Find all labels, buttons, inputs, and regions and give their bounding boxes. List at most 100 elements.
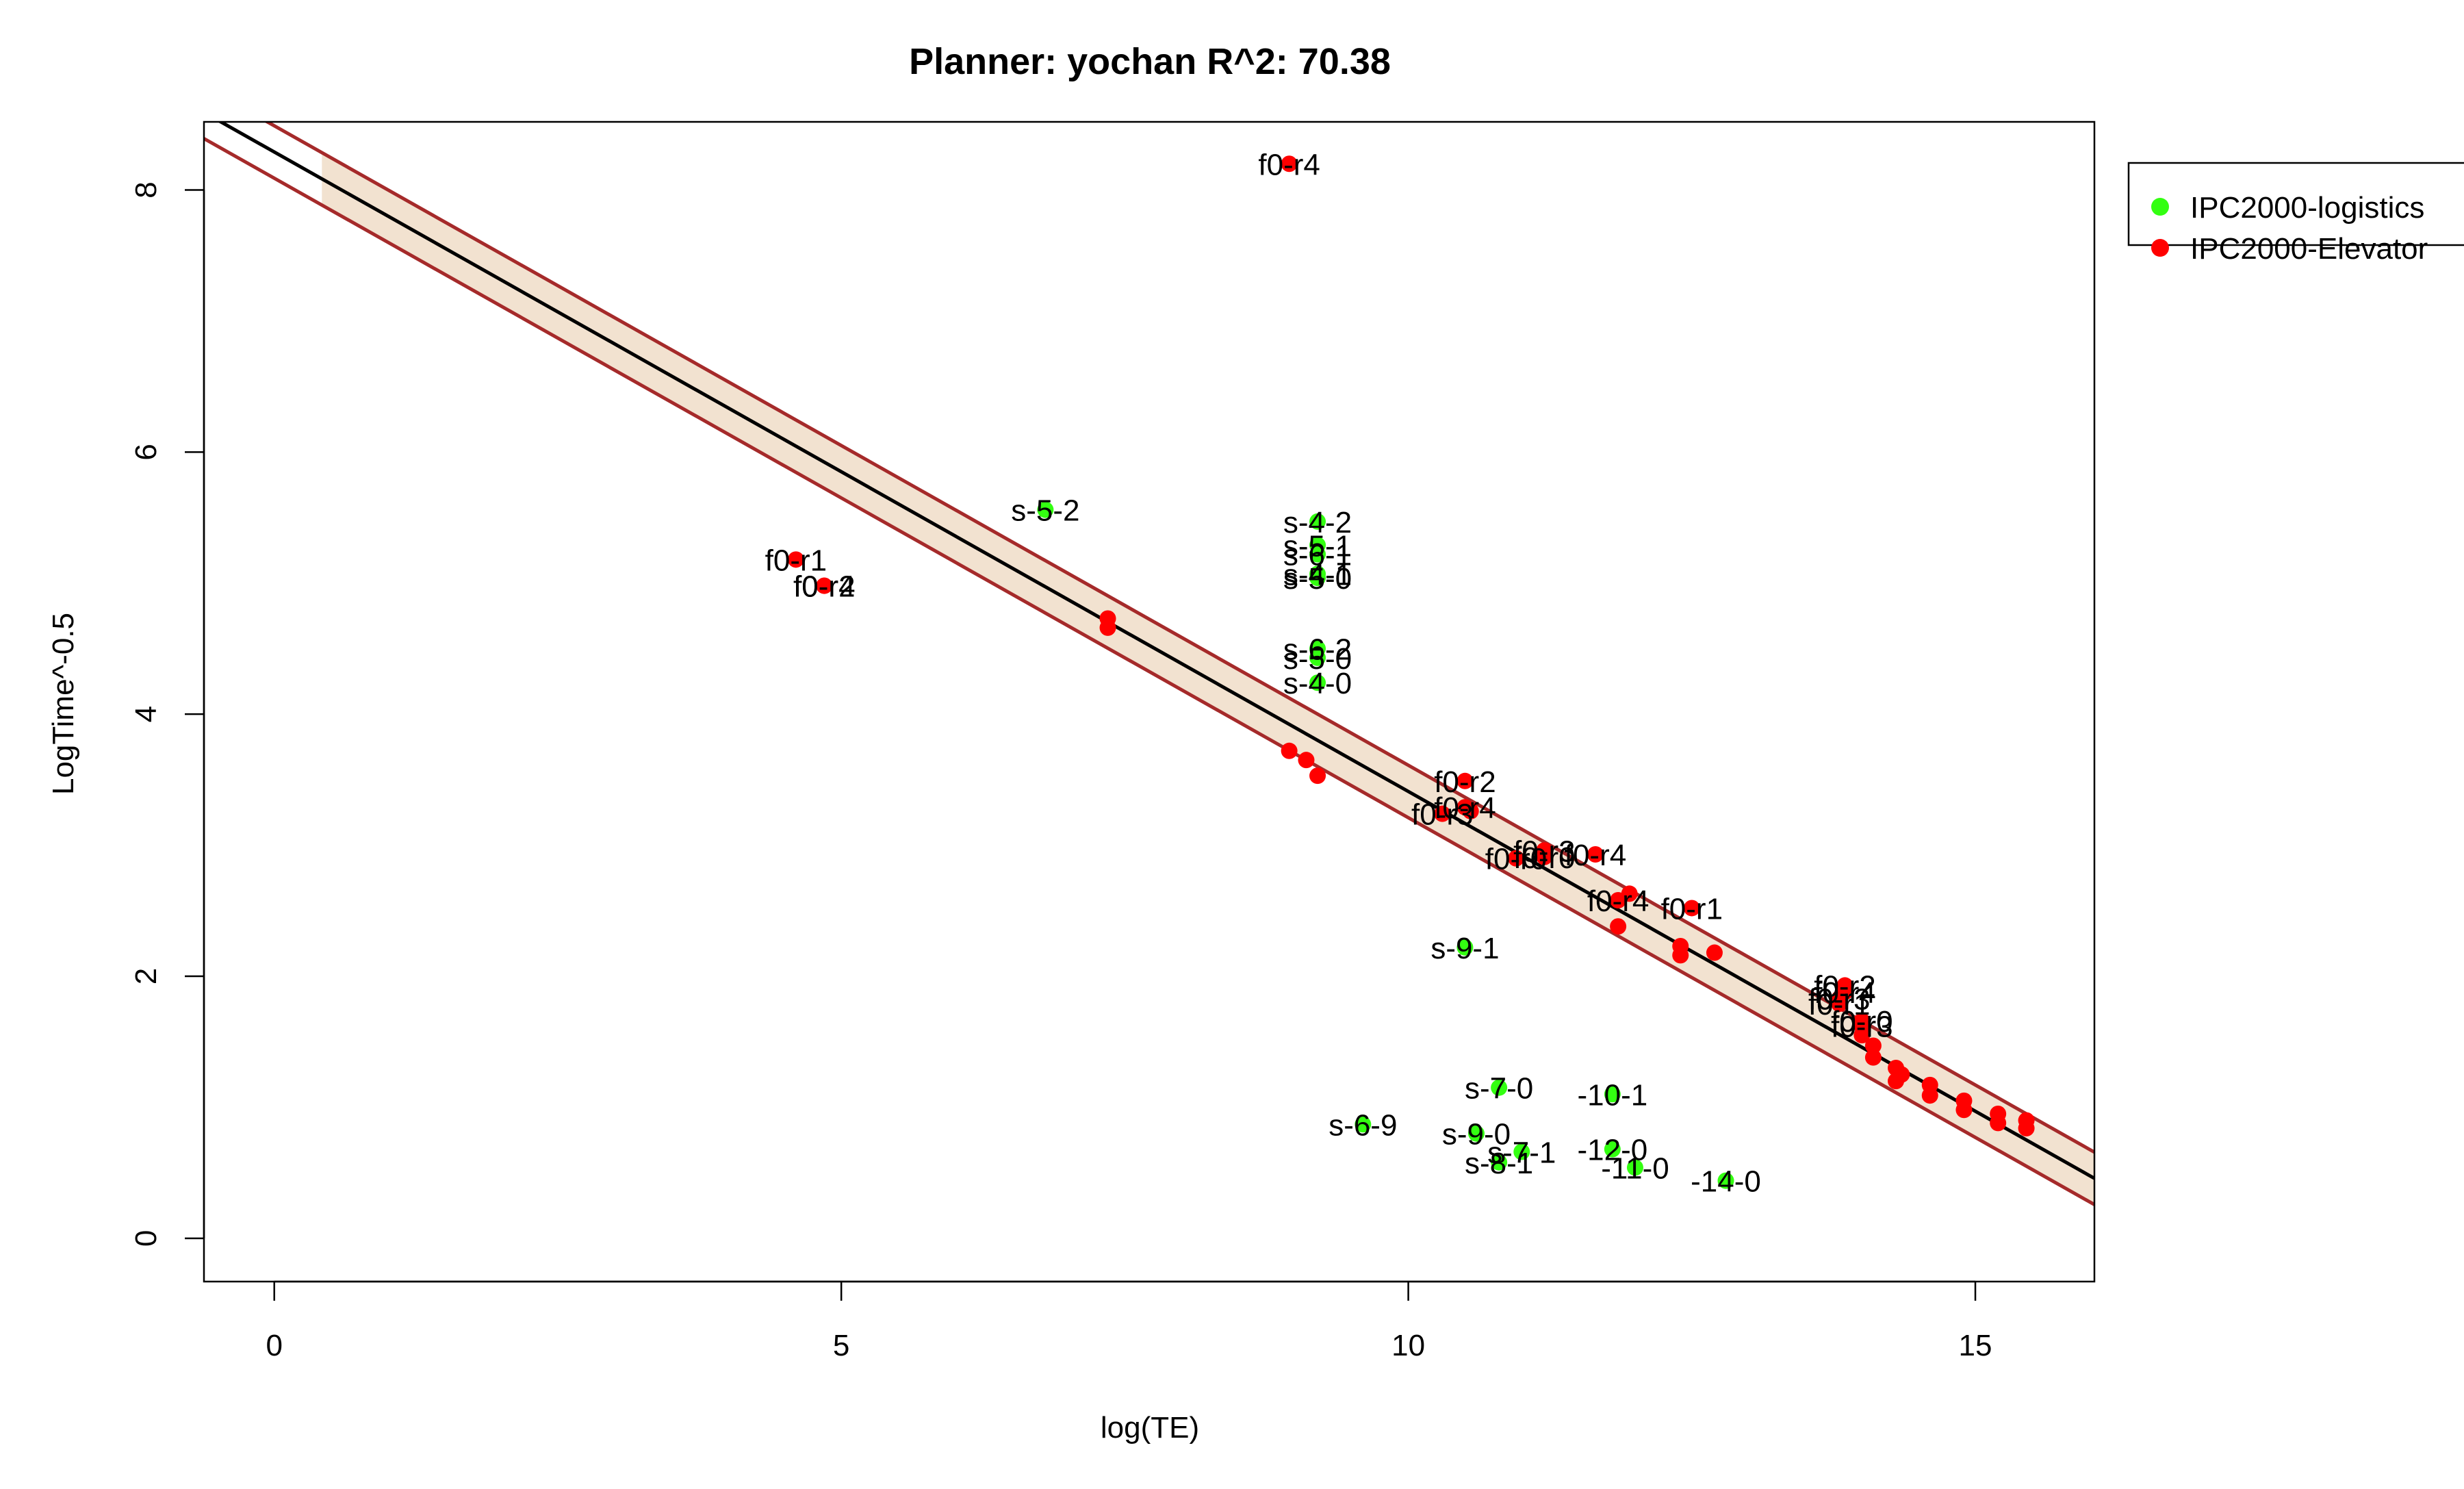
point-label: -11-0: [1601, 1151, 1669, 1185]
data-point-logistics: [1604, 1086, 1621, 1103]
point-label: s-6-9: [1329, 1108, 1397, 1142]
point-label: s-5-0: [1283, 562, 1352, 596]
y-tick-label: 4: [129, 706, 163, 722]
x-tick-label: 5: [833, 1329, 849, 1362]
data-point-elevator: [1864, 1037, 1882, 1054]
data-point-logistics: [1513, 1143, 1530, 1160]
data-point-logistics: [1604, 1141, 1621, 1158]
point-label: f0-r1: [1661, 892, 1723, 926]
x-tick-label: 15: [1959, 1329, 1992, 1362]
data-point-elevator: [1610, 918, 1627, 935]
lower-band-line: [204, 137, 2094, 1206]
point-labels: s-5-2 s-4-2s-5-1s-6-1s-4-1s-5-0s-6-2s-5-0…: [765, 148, 1893, 1198]
data-point-elevator: [1672, 947, 1689, 964]
chart-title: Planner: yochan R^2: 70.38: [909, 41, 1391, 82]
legend: IPC2000-logistics IPC2000-Elevator: [2127, 162, 2464, 266]
data-point-logistics: [1309, 546, 1326, 563]
y-axis: 0 2 4 6 8: [129, 181, 205, 1247]
data-point-elevator: [1888, 1073, 1905, 1090]
data-point-elevator: [1921, 1087, 1938, 1104]
point-label: f0-r2: [793, 570, 855, 604]
data-point-elevator: [1434, 805, 1451, 822]
data-point-elevator: [1621, 885, 1638, 902]
y-tick-label: 2: [129, 968, 163, 984]
data-point-logistics: [1468, 1125, 1485, 1142]
data-point-logistics: [1309, 649, 1326, 666]
data-point-elevator: [2018, 1120, 2035, 1137]
point-label: s-6-1: [1283, 539, 1352, 572]
point-label: s-6-2: [1283, 633, 1352, 666]
data-point-elevator: [1831, 995, 1848, 1013]
data-point-elevator: [1281, 155, 1298, 173]
data-point-logistics: [1037, 501, 1054, 518]
point-label: f0-r4: [1434, 791, 1496, 825]
point-label: s-9-0: [1442, 1118, 1511, 1151]
point-label: f0-r4: [1814, 976, 1875, 1010]
y-axis-label: LogTime^-0.5: [47, 613, 80, 795]
point-label: s-5-0: [1283, 642, 1352, 676]
data-point-elevator: [816, 577, 833, 594]
y-tick-label: 8: [129, 181, 163, 198]
data-point-logistics: [1717, 1172, 1734, 1189]
y-tick-label: 0: [129, 1230, 163, 1247]
upper-band-line: [264, 122, 2094, 1154]
point-label: -10-1: [1577, 1078, 1647, 1112]
point-label: s-4-2: [1283, 506, 1352, 539]
data-point-elevator: [1955, 1102, 1973, 1119]
x-tick-label: 0: [266, 1329, 282, 1362]
data-point-elevator: [1099, 619, 1116, 636]
point-label: f0-r4: [1565, 839, 1626, 872]
data-point-logistics: [1626, 1159, 1643, 1176]
point-label: -14-0: [1691, 1165, 1761, 1199]
data-point-logistics: [1456, 939, 1474, 956]
data-point-elevator: [1456, 772, 1474, 789]
point-label: f0-r0: [1485, 843, 1547, 876]
data-point-elevator: [1990, 1115, 2007, 1132]
regression-line: [217, 122, 2094, 1180]
x-tick-label: 10: [1391, 1329, 1425, 1362]
point-label: f0-r2: [1434, 765, 1496, 799]
point-label: s-5-2: [1011, 494, 1079, 528]
data-point-elevator: [1864, 1049, 1882, 1066]
data-point-elevator: [787, 551, 804, 568]
point-label: -12-0: [1577, 1134, 1647, 1167]
data-point-elevator: [1309, 767, 1326, 785]
data-point-logistics: [1355, 1116, 1372, 1133]
legend-box: [2127, 162, 2464, 246]
regression-band: [204, 122, 2094, 1206]
x-axis-label: log(TE): [1101, 1411, 1199, 1445]
point-label: f0-r1: [765, 544, 827, 577]
point-label: f0-r0: [1513, 841, 1575, 875]
data-point-elevator: [1536, 848, 1553, 865]
data-points: [787, 155, 2035, 1189]
point-label: f0-r4: [1587, 885, 1649, 918]
point-label: f0-r3: [1513, 835, 1575, 868]
point-label: f0-r3: [1808, 983, 1870, 1017]
legend-entry-logistics: IPC2000-logistics: [2190, 191, 2424, 225]
point-label: s-4-0: [1283, 667, 1352, 700]
point-label: f0-r0: [1831, 1005, 1892, 1039]
point-label: f0-r3: [1831, 1010, 1892, 1044]
point-label: f0-r1: [1808, 988, 1870, 1021]
data-point-elevator: [1706, 944, 1723, 961]
point-label: f0-r4: [1258, 148, 1320, 181]
y-tick-label: 6: [129, 444, 163, 460]
legend-entry-elevator: IPC2000-Elevator: [2190, 232, 2428, 266]
point-label: s-9-1: [1430, 932, 1499, 965]
point-label: f0-r3: [1411, 798, 1473, 832]
point-label: f0-r2: [1814, 969, 1875, 1003]
data-point-logistics: [1309, 513, 1326, 530]
data-point-elevator: [1298, 752, 1315, 769]
data-point-elevator: [1281, 742, 1298, 759]
point-label: s-8-1: [1465, 1147, 1533, 1180]
point-label: s-5-1: [1283, 529, 1352, 563]
data-point-logistics: [1491, 1154, 1508, 1171]
data-point-elevator: [1462, 802, 1479, 819]
data-point-elevator: [1683, 900, 1700, 917]
data-point-elevator: [1587, 845, 1604, 863]
legend-marker-elevator: [2151, 239, 2169, 257]
point-label: s-7-0: [1465, 1072, 1533, 1106]
data-point-elevator: [1507, 850, 1524, 867]
point-label: f0-r4: [793, 570, 855, 604]
